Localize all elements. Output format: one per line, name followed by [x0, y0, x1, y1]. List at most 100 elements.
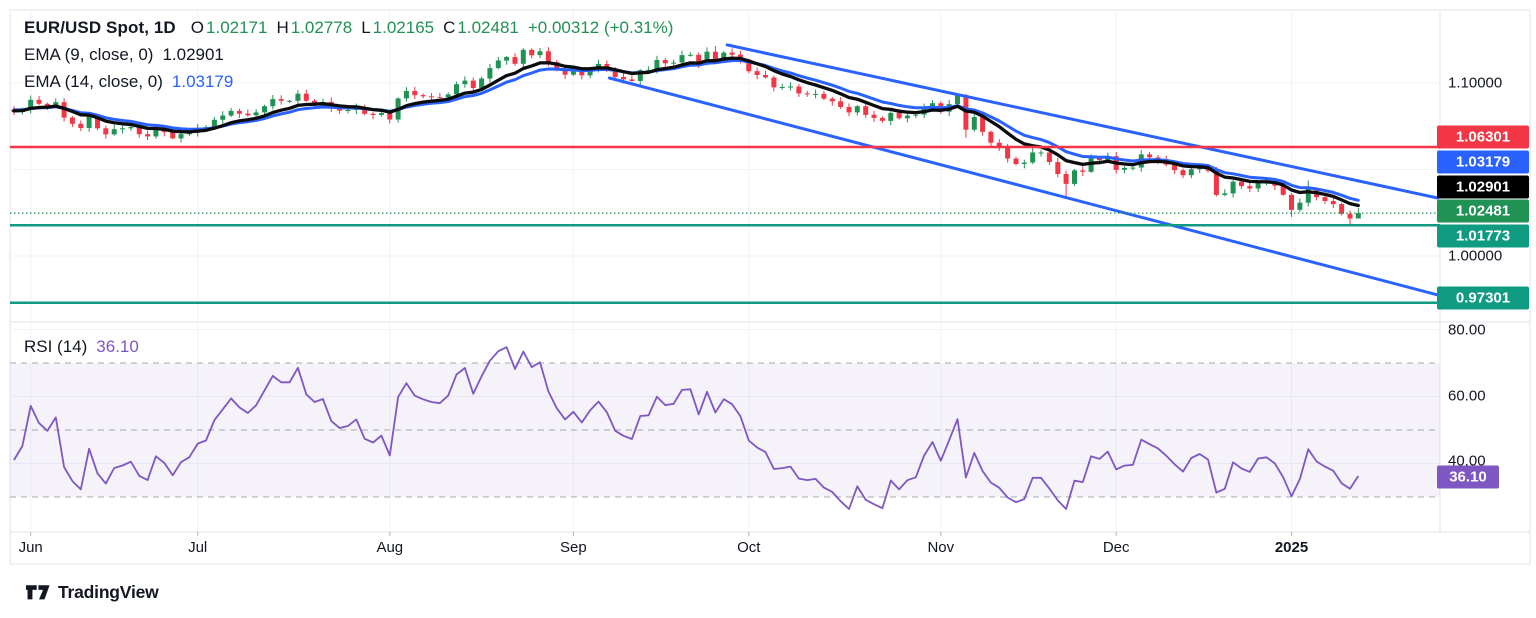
- candle-body[interactable]: [712, 51, 718, 61]
- candle-body[interactable]: [913, 114, 919, 116]
- candle-body[interactable]: [579, 70, 585, 76]
- candle-body[interactable]: [763, 75, 768, 78]
- candle-body[interactable]: [1021, 162, 1027, 164]
- candle-body[interactable]: [403, 91, 409, 99]
- candle-body[interactable]: [78, 123, 84, 128]
- candle-body[interactable]: [312, 100, 318, 103]
- candle-body[interactable]: [136, 127, 142, 135]
- candle-body[interactable]: [988, 131, 994, 143]
- candle-body[interactable]: [846, 107, 852, 113]
- candle-body[interactable]: [128, 127, 134, 129]
- candle-body[interactable]: [1355, 213, 1361, 219]
- candle-body[interactable]: [1330, 201, 1336, 205]
- candle-body[interactable]: [729, 52, 735, 55]
- candle-body[interactable]: [1230, 181, 1236, 194]
- candle-body[interactable]: [245, 113, 251, 116]
- candle-body[interactable]: [95, 116, 100, 129]
- candle-body[interactable]: [679, 55, 685, 63]
- candle-body[interactable]: [220, 115, 226, 120]
- candle-body[interactable]: [904, 115, 910, 119]
- candle-body[interactable]: [654, 60, 660, 70]
- candle-body[interactable]: [120, 128, 125, 130]
- candle-body[interactable]: [487, 68, 493, 79]
- candle-body[interactable]: [1122, 167, 1127, 170]
- candle-body[interactable]: [587, 69, 593, 76]
- candle-body[interactable]: [896, 112, 902, 119]
- candle-body[interactable]: [153, 129, 159, 137]
- candle-body[interactable]: [879, 117, 885, 121]
- candle-body[interactable]: [1297, 202, 1303, 210]
- candle-body[interactable]: [662, 60, 668, 64]
- candle-body[interactable]: [1239, 181, 1244, 187]
- candle-body[interactable]: [412, 91, 418, 96]
- candle-body[interactable]: [69, 117, 75, 124]
- candle-body[interactable]: [671, 62, 677, 64]
- ema9-legend[interactable]: EMA (9, close, 0) 1.02901: [24, 45, 224, 65]
- candle-body[interactable]: [1097, 158, 1102, 161]
- tradingview-attribution[interactable]: TradingView: [26, 582, 159, 603]
- candle-body[interactable]: [554, 62, 560, 70]
- candle-body[interactable]: [345, 110, 351, 111]
- candle-body[interactable]: [971, 117, 977, 130]
- candle-body[interactable]: [1063, 174, 1069, 184]
- candle-body[interactable]: [1030, 152, 1036, 163]
- symbol-legend[interactable]: EUR/USD Spot, 1D O 1.02171 H 1.02778 L 1.02…: [24, 18, 673, 38]
- candle-body[interactable]: [612, 68, 618, 78]
- candle-body[interactable]: [788, 86, 793, 88]
- candle-body[interactable]: [646, 69, 652, 71]
- candle-body[interactable]: [1072, 170, 1077, 184]
- candle-body[interactable]: [888, 112, 894, 121]
- candle-body[interactable]: [145, 134, 151, 137]
- candle-body[interactable]: [863, 106, 869, 115]
- candle-body[interactable]: [262, 106, 267, 113]
- candle-body[interactable]: [821, 93, 827, 99]
- candle-body[interactable]: [1255, 182, 1261, 189]
- candle-body[interactable]: [28, 99, 34, 110]
- candle-body[interactable]: [980, 117, 986, 132]
- candle-body[interactable]: [1038, 152, 1044, 154]
- candle-body[interactable]: [796, 86, 802, 94]
- candle-body[interactable]: [1013, 158, 1019, 164]
- candle-body[interactable]: [1172, 164, 1178, 171]
- candle-body[interactable]: [228, 110, 234, 116]
- candle-body[interactable]: [838, 101, 844, 107]
- candle-body[interactable]: [1213, 170, 1219, 195]
- candle-body[interactable]: [813, 93, 819, 95]
- rsi-legend[interactable]: RSI (14) 36.10: [24, 337, 139, 357]
- candle-body[interactable]: [637, 70, 643, 81]
- candle-body[interactable]: [303, 93, 309, 101]
- candle-body[interactable]: [362, 107, 368, 114]
- candle-body[interactable]: [278, 99, 284, 101]
- candle-body[interactable]: [621, 76, 626, 80]
- candle-body[interactable]: [495, 60, 501, 69]
- candle-body[interactable]: [44, 103, 50, 106]
- candle-body[interactable]: [236, 110, 242, 114]
- candle-body[interactable]: [1280, 185, 1286, 195]
- candle-body[interactable]: [103, 128, 109, 135]
- candle-body[interactable]: [687, 54, 693, 56]
- candle-body[interactable]: [1305, 188, 1311, 203]
- candle-body[interactable]: [1339, 204, 1345, 214]
- candle-body[interactable]: [537, 51, 543, 56]
- candle-body[interactable]: [604, 64, 610, 69]
- candle-body[interactable]: [955, 95, 960, 105]
- ema14-legend[interactable]: EMA (14, close, 0) 1.03179: [24, 72, 233, 92]
- candle-body[interactable]: [445, 94, 451, 98]
- candle-body[interactable]: [111, 129, 117, 135]
- candle-body[interactable]: [1130, 167, 1136, 169]
- candle-body[interactable]: [520, 49, 526, 64]
- candle-body[interactable]: [53, 102, 59, 106]
- candle-body[interactable]: [629, 79, 635, 81]
- candle-body[interactable]: [1046, 152, 1052, 163]
- candle-body[interactable]: [1188, 169, 1194, 176]
- candle-body[interactable]: [454, 84, 459, 95]
- candle-body[interactable]: [86, 116, 92, 128]
- candle-body[interactable]: [370, 113, 376, 115]
- rsi-line[interactable]: [13, 346, 1360, 510]
- candle-body[interactable]: [295, 93, 301, 101]
- candle-body[interactable]: [746, 59, 752, 72]
- candle-body[interactable]: [504, 57, 510, 61]
